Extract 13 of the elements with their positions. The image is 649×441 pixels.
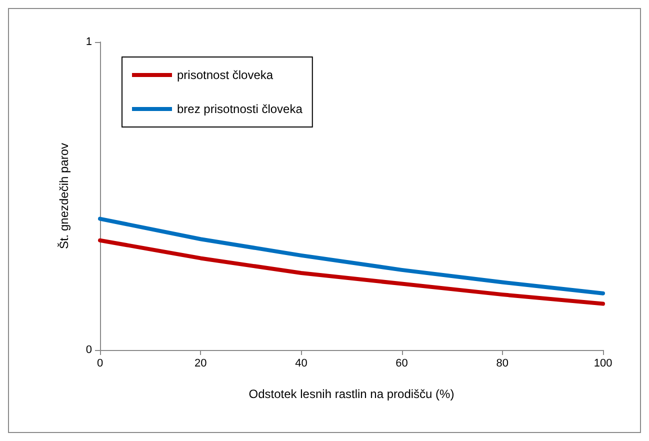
legend-label: prisotnost človeka [177, 68, 274, 82]
y-tick-label: 1 [86, 36, 92, 48]
x-tick-label: 20 [194, 358, 207, 370]
line-series [98, 238, 605, 306]
line-series [98, 216, 605, 296]
x-axis-title: Odstotek lesnih rastlin na prodišču (%) [248, 387, 454, 401]
x-tick-label: 40 [295, 358, 308, 370]
legend-label: brez prisotnosti človeka [177, 102, 303, 116]
x-tick-label: 0 [96, 358, 104, 370]
y-axis-title: Št. gnezdečih parov [57, 142, 71, 250]
x-tick-label: 60 [396, 358, 408, 370]
x-tick-label: 100 [594, 358, 612, 370]
x-tick-label: 80 [496, 358, 509, 370]
